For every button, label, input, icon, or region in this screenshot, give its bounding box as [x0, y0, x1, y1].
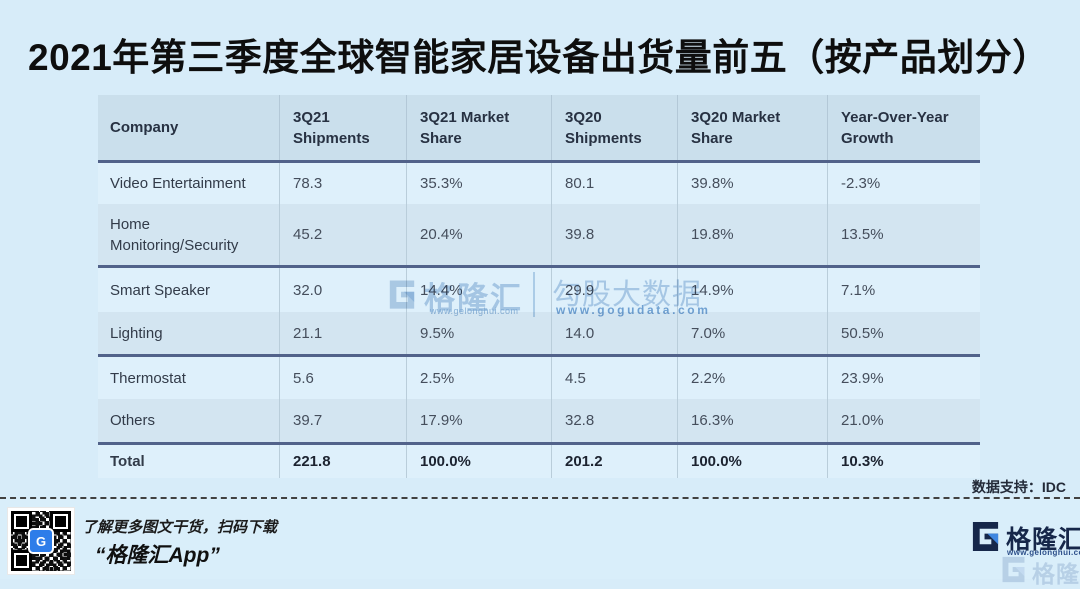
value-cell: 32.0 — [279, 268, 406, 312]
table-group-divider — [98, 354, 980, 357]
column-header-line: 3Q21 Market — [420, 108, 510, 126]
value-cell: 10.3% — [827, 445, 980, 478]
company-cell: Video Entertainment — [110, 175, 246, 192]
value-cell: 2.2% — [677, 357, 827, 399]
column-header-company: Company — [98, 95, 279, 160]
table-row-others: Others 39.7 17.9% 32.8 16.3% 21.0% — [98, 399, 980, 442]
value-cell: 39.8% — [677, 163, 827, 204]
value-cell: 14.0 — [551, 312, 677, 354]
gelonghui-brand-text: 格隆汇 — [1006, 526, 1080, 554]
column-header-line: 3Q20 Market — [691, 108, 781, 126]
value-cell: 21.0% — [827, 399, 980, 442]
column-header-3q21-share: 3Q21 Market Share — [406, 95, 551, 160]
table-group-divider — [98, 160, 980, 163]
table-row-thermostat: Thermostat 5.6 2.5% 4.5 2.2% 23.9% — [98, 357, 980, 399]
value-cell: 21.1 — [279, 312, 406, 354]
value-cell: 7.1% — [827, 268, 980, 312]
column-header-3q20-shipments: 3Q20 Shipments — [551, 95, 677, 160]
gelonghui-logo-ghost: 格隆汇 — [1000, 555, 1080, 589]
column-header-line: 3Q20 — [565, 108, 602, 126]
value-cell: 14.9% — [677, 268, 827, 312]
qr-finder-icon — [50, 511, 71, 532]
company-cell: Home Monitoring/Security — [110, 215, 239, 254]
column-header-line: Year-Over-Year — [841, 108, 949, 126]
gelonghui-brand-url: www.gelonghui.com — [1007, 548, 1080, 557]
value-cell: 13.5% — [827, 204, 980, 265]
company-cell: Lighting — [110, 324, 163, 342]
value-cell: 39.8 — [551, 204, 677, 265]
data-source-note: 数据支持：IDC — [971, 479, 1066, 495]
company-cell: Smart Speaker — [110, 281, 211, 299]
company-cell: Others — [110, 412, 156, 429]
value-cell: 221.8 — [279, 445, 406, 478]
column-header-line: Company — [110, 119, 179, 136]
shipments-table: Company 3Q21 Shipments 3Q21 Market Share… — [98, 95, 980, 478]
column-header-line: Shipments — [293, 129, 370, 147]
value-cell: 35.3% — [406, 163, 551, 204]
footer-promo-line2: “格隆汇App” — [95, 544, 220, 567]
column-header-line: Share — [420, 129, 462, 147]
gelonghui-g-icon: G — [28, 528, 54, 554]
column-header-line: 3Q21 — [293, 108, 330, 126]
table-row-lighting: Lighting 21.1 9.5% 14.0 7.0% 50.5% — [98, 312, 980, 354]
table-row-video-entertainment: Video Entertainment 78.3 35.3% 80.1 39.8… — [98, 163, 980, 204]
value-cell: 5.6 — [279, 357, 406, 399]
value-cell: 23.9% — [827, 357, 980, 399]
value-cell: 50.5% — [827, 312, 980, 354]
value-cell: 201.2 — [551, 445, 677, 478]
gelonghui-g-mark-icon — [970, 521, 1001, 557]
gelonghui-brand-text-ghost: 格隆汇 — [1032, 561, 1080, 587]
column-header-3q20-share: 3Q20 Market Share — [677, 95, 827, 160]
page-title: 2021年第三季度全球智能家居设备出货量前五（按产品划分） — [28, 37, 1050, 78]
value-cell: 17.9% — [406, 399, 551, 442]
value-cell: 100.0% — [406, 445, 551, 478]
table-group-divider — [98, 265, 980, 268]
value-cell: 7.0% — [677, 312, 827, 354]
qr-finder-icon — [11, 511, 32, 532]
column-header-yoy-growth: Year-Over-Year Growth — [827, 95, 980, 160]
qr-finder-icon — [11, 550, 32, 571]
value-cell: -2.3% — [827, 163, 980, 204]
value-cell: 14.4% — [406, 268, 551, 312]
gelonghui-g-mark-icon — [1000, 556, 1027, 588]
table-row-home-monitoring: Home Monitoring/Security 45.2 20.4% 39.8… — [98, 204, 980, 265]
table-group-divider — [98, 442, 980, 445]
value-cell: 29.9 — [551, 268, 677, 312]
value-cell: 100.0% — [677, 445, 827, 478]
company-cell: Thermostat — [110, 369, 186, 387]
dashed-divider — [0, 497, 1080, 499]
value-cell: 19.8% — [677, 204, 827, 265]
value-cell: 16.3% — [677, 399, 827, 442]
value-cell: 78.3 — [279, 163, 406, 204]
value-cell: 9.5% — [406, 312, 551, 354]
column-header-line: Share — [691, 129, 733, 147]
table-row-smart-speaker: Smart Speaker 32.0 14.4% 29.9 14.9% 7.1% — [98, 268, 980, 312]
footer-bar: G 了解更多图文干货，扫码下载 “格隆汇App” 格隆汇 www.gelongh… — [0, 499, 1080, 587]
value-cell: 20.4% — [406, 204, 551, 265]
value-cell: 32.8 — [551, 399, 677, 442]
value-cell: 2.5% — [406, 357, 551, 399]
value-cell: 80.1 — [551, 163, 677, 204]
column-header-3q21-shipments: 3Q21 Shipments — [279, 95, 406, 160]
qr-code: G — [8, 508, 74, 574]
column-header-line: Shipments — [565, 129, 642, 147]
value-cell: 39.7 — [279, 399, 406, 442]
table-header-row: Company 3Q21 Shipments 3Q21 Market Share… — [98, 95, 980, 160]
company-cell: Total — [110, 453, 145, 470]
table-row-total: Total 221.8 100.0% 201.2 100.0% 10.3% — [98, 445, 980, 478]
gelonghui-logo: 格隆汇 www.gelonghui.com — [970, 520, 1080, 558]
value-cell: 45.2 — [279, 204, 406, 265]
footer-promo-line1: 了解更多图文干货，扫码下载 — [82, 519, 278, 536]
column-header-line: Growth — [841, 129, 894, 147]
value-cell: 4.5 — [551, 357, 677, 399]
